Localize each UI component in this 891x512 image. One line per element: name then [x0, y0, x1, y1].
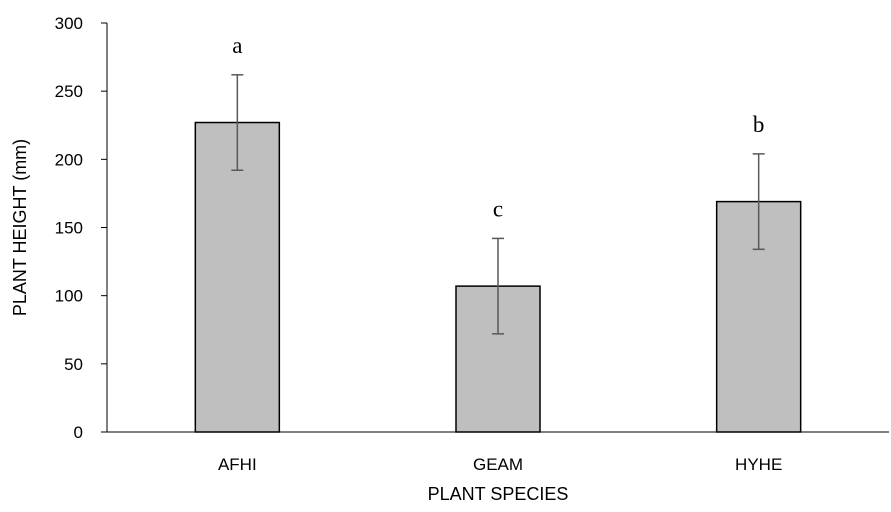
error-bars [231, 74, 765, 335]
x-tick-label-hyhe: HYHE [735, 455, 782, 474]
significance-label-hyhe: b [753, 112, 765, 137]
y-tick-label: 200 [55, 150, 83, 169]
x-tick-label-afhi: AFHI [218, 455, 257, 474]
significance-labels: a c b [232, 33, 764, 222]
y-axis-title: PLANT HEIGHT (mm) [10, 139, 30, 316]
y-tick-label: 100 [55, 287, 83, 306]
x-axis-title: PLANT SPECIES [428, 484, 569, 504]
error-bar-geam [492, 237, 504, 335]
y-tick-label: 50 [64, 355, 83, 374]
y-tick-label: 250 [55, 82, 83, 101]
error-bar-hyhe [752, 153, 765, 251]
significance-label-geam: c [493, 196, 503, 221]
error-bar-afhi [231, 74, 244, 171]
y-tick-label: 300 [55, 14, 83, 33]
y-tick-label: 150 [55, 219, 83, 238]
x-tick-label-geam: GEAM [473, 455, 523, 474]
y-axis-ticks: 0 50 100 150 200 250 300 [55, 14, 107, 442]
x-axis-ticks: AFHI GEAM HYHE [218, 455, 782, 474]
y-tick-label: 0 [74, 423, 83, 442]
significance-label-afhi: a [232, 33, 242, 58]
